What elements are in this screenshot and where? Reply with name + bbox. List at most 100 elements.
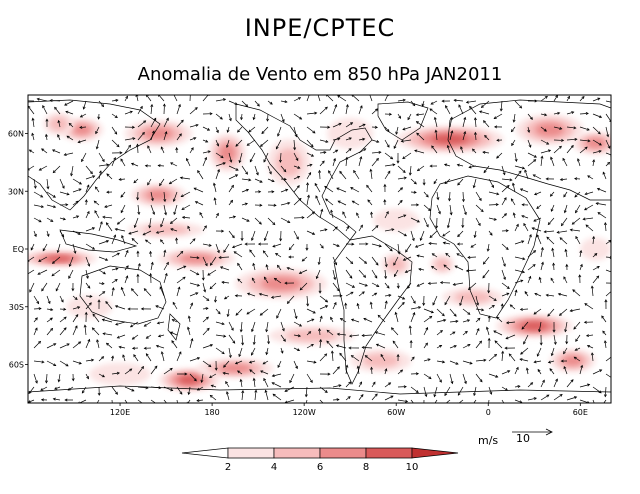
wind-vector — [258, 292, 269, 297]
wind-vector — [63, 152, 74, 156]
wind-vector-head — [317, 261, 321, 266]
wind-vector — [77, 139, 87, 144]
wind-vector-shaft — [501, 178, 512, 181]
wind-vector-shaft — [46, 178, 49, 189]
wind-vector — [215, 168, 220, 180]
wind-vector — [67, 386, 74, 391]
wind-vector-shaft — [402, 152, 412, 159]
wind-vector-shaft — [263, 378, 269, 388]
wind-vector-head — [175, 147, 179, 151]
wind-vector-shaft — [536, 204, 542, 209]
reference-vector: m/s 10 — [478, 428, 553, 447]
wind-vector-head — [597, 131, 601, 135]
wind-vector — [416, 254, 425, 258]
wind-vector-head — [597, 212, 601, 215]
wind-vector-head — [597, 97, 601, 101]
wind-vector-head — [144, 164, 148, 168]
wind-vector-head — [223, 249, 227, 253]
wind-vector — [472, 148, 477, 154]
wind-vector — [462, 130, 467, 141]
wind-vector-head — [538, 276, 542, 280]
wind-vector-shaft — [436, 373, 442, 383]
wind-vector — [171, 319, 178, 323]
wind-vector-shaft — [605, 356, 611, 362]
wind-vector-head — [193, 378, 197, 382]
wind-vector-head — [260, 370, 264, 374]
wind-vector-head — [233, 251, 237, 255]
wind-vector-head — [51, 149, 56, 153]
wind-vector-head — [197, 169, 200, 174]
wind-vector-head — [31, 132, 35, 136]
wind-vector-head — [363, 274, 367, 278]
wind-vector-shaft — [260, 308, 269, 316]
wind-vector-head — [565, 263, 569, 267]
wind-vector — [293, 197, 302, 206]
wind-vector-head — [34, 317, 38, 321]
wind-vector-shaft — [384, 269, 387, 279]
wind-vector-shaft — [414, 150, 425, 154]
wind-vector — [505, 334, 516, 340]
wind-vector-head — [114, 227, 118, 231]
wind-vector — [351, 200, 360, 206]
wind-vector-shaft — [98, 152, 105, 162]
wind-vector-shaft — [306, 360, 317, 363]
wind-vector-shaft — [430, 100, 438, 105]
wind-vector — [267, 100, 273, 105]
wind-vector-shaft — [33, 373, 38, 384]
wind-vector — [449, 319, 459, 323]
wind-vector-shaft — [553, 378, 558, 388]
wind-vector-shaft — [514, 165, 525, 169]
wind-vector-head — [131, 346, 136, 350]
wind-vector-head — [68, 275, 72, 279]
wind-vector — [104, 204, 113, 208]
wind-vector-head — [49, 317, 53, 321]
wind-vector-shaft — [117, 334, 126, 339]
wind-vector — [72, 341, 82, 349]
wind-vector — [423, 373, 432, 380]
wind-vector — [384, 163, 396, 167]
wind-vector-head — [209, 394, 213, 398]
wind-vector-shaft — [33, 360, 44, 363]
wind-vector — [315, 195, 321, 206]
wind-vector — [505, 321, 516, 325]
wind-vector-shaft — [317, 95, 321, 102]
wind-vector — [429, 230, 438, 239]
wind-vector-shaft — [232, 243, 243, 248]
wind-vector-head — [78, 341, 82, 345]
wind-vector-shaft — [540, 139, 549, 145]
wind-vector-shaft — [293, 97, 301, 102]
wind-vector — [97, 299, 101, 310]
wind-vector-shaft — [358, 224, 363, 232]
wind-vector-shaft — [253, 334, 256, 345]
wind-vector — [384, 382, 392, 388]
colorbar-segment — [319, 447, 367, 459]
wind-vector — [371, 125, 378, 129]
wind-vector — [213, 197, 217, 206]
wind-vector-shaft — [280, 217, 290, 223]
wind-vector-head — [519, 188, 524, 192]
wind-vector-head — [135, 95, 139, 97]
wind-vector-head — [246, 311, 250, 315]
wind-vector-head — [483, 170, 487, 174]
wind-vector-shaft — [336, 187, 347, 193]
wind-vector-shaft — [207, 269, 217, 276]
wind-vector-shaft — [384, 126, 390, 132]
wind-vector-shaft — [384, 256, 387, 267]
wind-vector — [240, 113, 244, 121]
wind-vector-head — [449, 212, 453, 216]
wind-vector-shaft — [434, 386, 438, 397]
wind-vector-shaft — [397, 187, 403, 193]
wind-vector-shaft — [527, 234, 532, 245]
wind-vector — [540, 126, 547, 132]
wind-vector-head — [325, 198, 329, 202]
wind-vector-shaft — [449, 308, 457, 317]
wind-vector-shaft — [72, 341, 81, 349]
wind-vector — [172, 191, 178, 203]
wind-vector-shaft — [488, 178, 494, 188]
wind-vector — [199, 211, 204, 219]
wind-vector-head — [454, 265, 458, 269]
wind-vector-head — [250, 352, 254, 356]
wind-vector — [46, 295, 51, 305]
wind-vector — [72, 360, 82, 365]
wind-vector-head — [120, 194, 124, 198]
